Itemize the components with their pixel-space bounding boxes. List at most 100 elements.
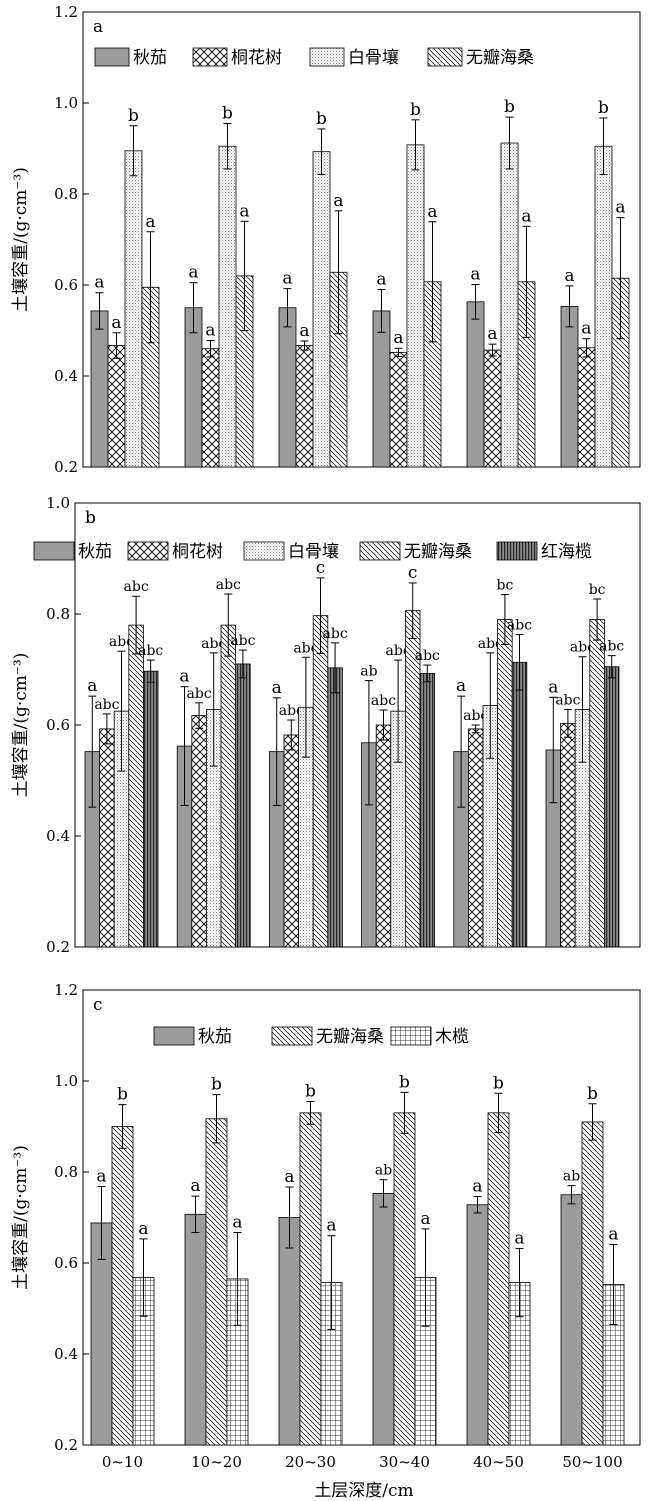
legend-swatch — [390, 1026, 432, 1046]
significance-label: abc — [124, 579, 149, 595]
legend-label: 白骨壤 — [348, 47, 399, 68]
bar — [393, 1112, 416, 1446]
significance-label: abc — [599, 639, 624, 655]
significance-label: a — [456, 676, 466, 696]
significance-label: abc — [279, 703, 304, 719]
bar — [577, 347, 596, 468]
x-axis-title: 土层深度/cm — [314, 1481, 413, 1501]
significance-label: a — [179, 667, 189, 687]
bar — [389, 351, 408, 468]
significance-label: ab — [563, 1169, 580, 1185]
legend-swatch — [427, 47, 463, 67]
legend-swatch — [192, 47, 228, 67]
x-tick-label: 40~50 — [473, 1453, 524, 1471]
legend-label: 无瓣海桑 — [316, 1027, 384, 1047]
significance-label: a — [427, 202, 437, 222]
significance-label: abc — [415, 648, 440, 664]
significance-label: a — [282, 269, 292, 289]
legend-label: 秋茄 — [133, 48, 167, 68]
significance-label: a — [420, 1209, 430, 1229]
significance-label: a — [472, 1177, 482, 1197]
plot-frame — [82, 989, 641, 1446]
significance-label: b — [504, 97, 515, 117]
significance-label: b — [587, 1084, 598, 1104]
bar — [466, 1204, 489, 1446]
bar — [299, 1112, 322, 1446]
bar — [560, 722, 576, 948]
legend-swatch — [127, 541, 169, 561]
significance-label: ab — [360, 664, 377, 680]
y-axis-title: 土壤容重/(g·cm⁻³) — [10, 653, 31, 798]
significance-label: a — [94, 273, 104, 293]
bar — [327, 667, 343, 948]
chart-panel-a: 0.20.40.60.81.01.2aa a a a aa a a a a ab b b b b baaaa… — [10, 3, 641, 476]
significance-label: a — [326, 1216, 336, 1236]
significance-label: b — [316, 109, 327, 129]
bar — [487, 1112, 510, 1446]
significance-label: a — [239, 201, 249, 221]
bar — [220, 624, 237, 948]
bar — [99, 728, 115, 948]
x-tick-label: 50~100 — [562, 1453, 622, 1471]
bar — [372, 310, 391, 468]
y-tick-label: 0.4 — [54, 1345, 78, 1363]
significance-label: abc — [138, 643, 163, 659]
significance-label: b — [305, 1081, 316, 1101]
significance-label: a — [87, 676, 97, 696]
y-tick-label: 0.8 — [54, 185, 78, 203]
significance-label: abc — [507, 618, 532, 634]
bar — [483, 349, 502, 468]
significance-label: a — [232, 1213, 242, 1233]
bar — [312, 151, 331, 468]
significance-label: a — [284, 1167, 294, 1187]
significance-label: abc — [555, 692, 580, 708]
x-tick-label: 0~10 — [102, 1453, 143, 1471]
legend-label: 桐花树 — [172, 542, 223, 562]
significance-label: a — [548, 677, 558, 697]
bar — [184, 1213, 207, 1446]
significance-label: abc — [570, 640, 595, 656]
bar — [406, 144, 425, 468]
legend-label: 无瓣海桑 — [466, 48, 534, 68]
significance-label: abc — [230, 633, 255, 649]
legend-label: 无瓣海桑 — [404, 542, 472, 562]
legend-label: 白骨壤 — [288, 541, 339, 562]
bar — [295, 345, 314, 468]
bar — [312, 615, 329, 948]
significance-label: a — [608, 1224, 618, 1244]
significance-label: abc — [293, 640, 318, 656]
bar — [589, 619, 605, 948]
legend-label: 木榄 — [435, 1027, 469, 1047]
bar — [372, 1192, 395, 1446]
bar — [581, 1121, 604, 1446]
bar — [191, 715, 207, 948]
bar — [560, 1194, 583, 1446]
bar — [283, 734, 300, 948]
y-tick-label: 0.6 — [54, 276, 78, 294]
y-tick-label: 0.2 — [54, 1436, 78, 1454]
significance-label: abc — [371, 693, 396, 709]
significance-label: b — [211, 1075, 222, 1095]
significance-label: a — [514, 1228, 524, 1248]
legend: 秋茄 桐花树 白骨壤 无瓣海桑 红海榄 — [33, 541, 592, 562]
bar — [205, 1118, 228, 1446]
bar — [560, 305, 579, 468]
y-tick-label: 0.4 — [54, 367, 78, 385]
bar — [375, 724, 392, 948]
legend-swatch — [94, 47, 130, 67]
significance-label: b — [493, 1073, 504, 1093]
bar — [90, 310, 109, 468]
legend-label: 秋茄 — [198, 1027, 232, 1047]
significance-label: a — [581, 319, 591, 339]
y-tick-label: 1.2 — [54, 981, 78, 999]
x-tick-label: 10~20 — [191, 1453, 242, 1471]
bar — [142, 670, 159, 948]
significance-label: bc — [496, 578, 513, 594]
significance-label: a — [96, 1167, 106, 1187]
bar — [466, 301, 485, 468]
legend-swatch — [153, 1026, 195, 1046]
bar — [111, 1126, 134, 1446]
panel-label: b — [85, 508, 96, 528]
significance-label: a — [521, 206, 531, 226]
